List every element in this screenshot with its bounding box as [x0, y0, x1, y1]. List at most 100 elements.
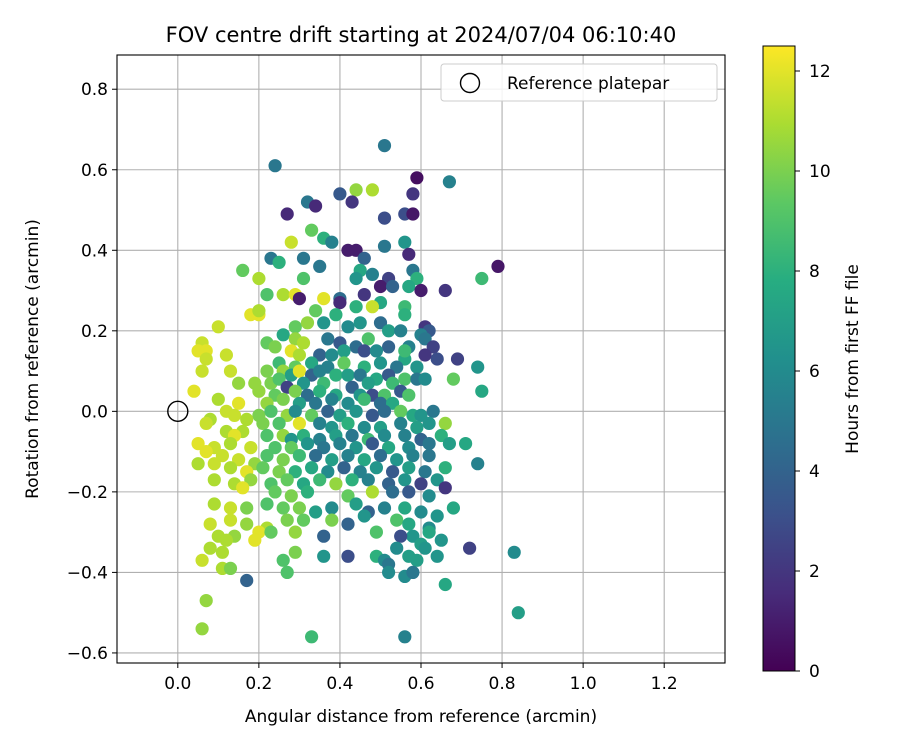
data-point: [414, 477, 428, 491]
data-point: [223, 501, 238, 515]
data-point: [288, 404, 302, 418]
data-point: [446, 501, 460, 515]
data-point: [341, 517, 355, 531]
data-point: [256, 461, 270, 475]
data-point: [382, 565, 396, 580]
data-point: [321, 332, 335, 346]
data-point: [195, 553, 209, 567]
data-point: [402, 247, 416, 261]
data-point: [207, 473, 221, 487]
data-point: [507, 545, 521, 559]
data-point: [309, 199, 323, 213]
x-axis-label: Angular distance from reference (arcmin): [245, 707, 597, 727]
y-tick-label: 0.2: [81, 322, 108, 342]
data-point: [260, 288, 274, 302]
data-point: [207, 497, 221, 511]
data-point: [357, 392, 371, 406]
data-point: [349, 243, 363, 257]
data-point: [288, 545, 302, 559]
data-point: [398, 473, 412, 487]
data-point: [398, 344, 412, 358]
legend-box: [440, 63, 718, 102]
data-point: [438, 283, 452, 298]
data-point: [276, 453, 290, 467]
data-point: [394, 529, 408, 543]
data-point: [349, 183, 363, 197]
data-point: [422, 449, 436, 463]
data-point: [365, 183, 379, 197]
data-point: [268, 159, 282, 173]
data-point: [410, 420, 424, 435]
data-point: [414, 408, 428, 422]
data-point: [276, 501, 290, 515]
x-tick-label: 0.6: [407, 674, 434, 694]
data-point: [386, 376, 400, 390]
data-point: [386, 485, 400, 499]
chart-title: FOV centre drift starting at 2024/07/04 …: [166, 23, 677, 47]
data-point: [325, 453, 339, 467]
data-point: [309, 449, 323, 463]
data-point: [341, 320, 355, 334]
colorbar-tick-label: 0: [809, 662, 820, 682]
data-point: [276, 553, 290, 567]
data-point: [390, 541, 404, 555]
data-point: [390, 453, 404, 467]
data-point: [207, 457, 221, 471]
data-point: [418, 332, 432, 346]
data-point: [341, 368, 355, 382]
data-point: [386, 465, 400, 479]
data-point: [361, 332, 375, 346]
data-point: [313, 259, 327, 273]
data-point: [450, 352, 465, 366]
colorbar-tick-label: 6: [809, 362, 820, 382]
data-point: [386, 396, 400, 410]
data-point: [365, 408, 379, 422]
data-point: [398, 501, 412, 515]
data-point: [382, 441, 396, 455]
data-point: [305, 630, 319, 644]
data-point: [382, 340, 396, 354]
legend-reference-marker: [459, 72, 481, 94]
data-point: [329, 308, 343, 322]
data-point: [353, 316, 367, 330]
y-tick-label: 0.8: [81, 80, 108, 100]
data-point: [256, 416, 270, 430]
data-point: [305, 223, 319, 237]
data-point: [410, 553, 424, 567]
data-point: [288, 465, 302, 479]
y-tick-label: 0.6: [81, 161, 108, 181]
data-point: [402, 388, 416, 402]
data-point: [377, 428, 392, 443]
data-point: [309, 304, 323, 318]
data-point: [430, 549, 444, 563]
data-point: [325, 501, 339, 515]
data-point: [341, 449, 355, 463]
data-point: [223, 561, 238, 576]
data-point: [438, 577, 452, 592]
data-point: [333, 408, 347, 422]
data-point: [410, 171, 424, 185]
x-tick-label: 0.0: [164, 674, 191, 694]
data-point: [337, 461, 351, 475]
data-point: [191, 437, 205, 451]
colorbar-label: Hours from first FF file: [843, 264, 863, 454]
y-axis-label: Rotation from reference (arcmin): [23, 219, 43, 499]
data-point: [365, 437, 379, 451]
data-point: [300, 316, 315, 330]
y-tick-label: 0.4: [81, 241, 108, 261]
y-tick-label: −0.2: [67, 483, 108, 503]
data-point: [434, 533, 448, 547]
data-point: [475, 384, 489, 398]
data-point: [260, 364, 274, 378]
data-point: [232, 453, 246, 467]
data-point: [463, 541, 477, 555]
data-point: [276, 392, 290, 406]
data-point: [211, 392, 225, 406]
data-point: [276, 288, 290, 302]
data-point: [398, 235, 412, 249]
data-point: [260, 497, 274, 511]
data-point: [349, 441, 363, 455]
data-point: [292, 292, 306, 306]
data-point: [215, 545, 229, 559]
data-point: [296, 376, 311, 390]
